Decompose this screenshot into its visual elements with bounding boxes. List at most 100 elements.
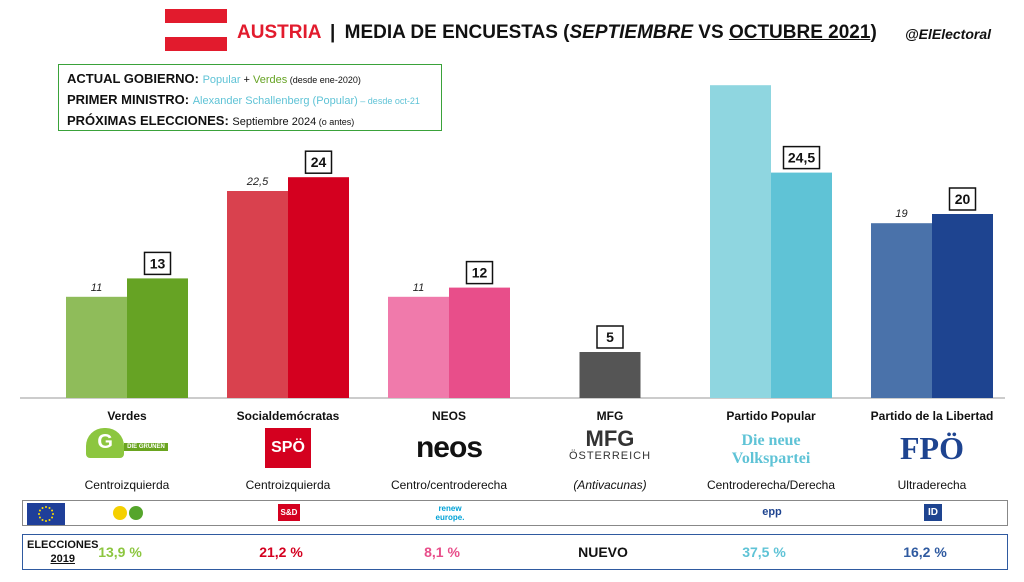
data-label-box-october-2 <box>465 260 494 285</box>
title-month-2: OCTUBRE 2021 <box>728 22 871 43</box>
gov-plus: + <box>240 74 254 86</box>
page-title: AUSTRIA | MEDIA DE ENCUESTAS (SEPTIEMBRE… <box>237 22 877 44</box>
party-name-2: NEOS <box>431 409 466 423</box>
flag-stripe-bottom <box>165 37 227 51</box>
title-vs: VS <box>693 22 729 43</box>
eu-group-5: ID <box>911 503 955 523</box>
flag-stripe-top <box>165 9 227 23</box>
data-label-october-2: 12 <box>472 265 488 281</box>
bar-october-5 <box>932 214 993 398</box>
eu-star-0 <box>52 513 54 515</box>
eu-star-6 <box>38 513 40 515</box>
election-result-5: 16,2 % <box>903 544 947 560</box>
data-label-october-0: 13 <box>150 255 166 271</box>
eu-star-7 <box>38 509 41 512</box>
election-result-3: NUEVO <box>578 544 628 560</box>
party-ideology-3: (Antivacunas) <box>573 478 647 492</box>
eu-group-0 <box>106 503 150 523</box>
bar-october-3 <box>579 352 641 398</box>
party-logo-0: G DIE GRÜNEN <box>47 428 207 458</box>
elec-value: Septiembre 2024 <box>232 116 317 128</box>
elections-label: ELECCIONES 2019 <box>27 538 99 566</box>
bar-october-1 <box>288 177 349 398</box>
bar-september-5 <box>871 223 932 398</box>
gov-since: (desde ene-2020) <box>287 75 361 85</box>
data-label-september-5: 19 <box>895 208 907 220</box>
data-label-september-4: 34 <box>734 80 746 82</box>
bar-september-4 <box>710 85 771 398</box>
bar-october-0 <box>127 278 188 398</box>
title-month-1: SEPTIEMBRE <box>569 22 694 43</box>
party-ideology-4: Centroderecha/Derecha <box>706 478 836 492</box>
pm-name: Alexander Schallenberg (Popular) <box>192 95 358 107</box>
party-name-3: MFG <box>596 409 624 423</box>
election-result-1: 21,2 % <box>259 544 303 560</box>
info-next-elections: PRÓXIMAS ELECCIONES: Septiembre 2024 (o … <box>67 111 433 132</box>
flag-stripe-middle <box>165 23 227 37</box>
elections-label-line2: 2019 <box>50 553 75 565</box>
title-pre: MEDIA DE ENCUESTAS ( <box>344 22 570 43</box>
data-label-october-3: 5 <box>606 329 614 345</box>
gov-party-1: Popular <box>202 74 241 86</box>
title-post: ) <box>870 22 877 43</box>
gov-party-2: Verdes <box>253 74 288 86</box>
pm-label: PRIMER MINISTRO: <box>67 92 190 107</box>
gov-label: ACTUAL GOBIERNO: <box>67 71 199 86</box>
party-name-4: Partido Popular <box>726 409 816 423</box>
data-label-box-october-5 <box>948 187 977 211</box>
party-logo-4: Die neue Volkspartei <box>731 432 811 467</box>
party-name-1: Socialdemócratas <box>236 409 340 423</box>
title-country: AUSTRIA <box>237 22 321 43</box>
info-prime-minister: PRIMER MINISTRO: Alexander Schallenberg … <box>67 90 433 111</box>
bar-september-2 <box>388 296 449 398</box>
austria-flag <box>165 9 227 51</box>
party-ideology-0: Centroizquierda <box>84 478 170 492</box>
election-result-4: 37,5 % <box>742 544 786 560</box>
eu-star-4 <box>41 519 44 522</box>
data-label-box-october-0 <box>143 251 172 276</box>
eu-star-2 <box>48 519 51 522</box>
election-result-2: 8,1 % <box>424 544 460 560</box>
bar-chart: 11 13 22,5 24 11 12 5 34 24,5 19 20 <box>20 80 1005 399</box>
data-label-october-5: 20 <box>955 191 971 207</box>
bar-september-0 <box>66 296 127 398</box>
eu-flag-icon <box>27 503 65 525</box>
bar-october-4 <box>771 172 832 398</box>
eu-group-4: epp <box>762 506 782 518</box>
eu-star-8 <box>41 506 44 509</box>
eu-groups-row: S&D renew europe. epp ID <box>22 500 1008 526</box>
elections-2019-row: ELECCIONES 2019 13,9 % 21,2 % 8,1 % NUEVO 37… <box>22 534 1008 570</box>
party-ideology-2: Centro/centroderecha <box>390 478 508 492</box>
eu-group-1: S&D <box>267 503 311 523</box>
eu-group-2: renew europe. <box>435 504 465 522</box>
party-name-5: Partido de la Libertad <box>870 409 994 423</box>
elections-label-line1: ELECCIONES <box>27 539 99 551</box>
data-label-box-october-3 <box>596 325 624 349</box>
election-result-0: 13,9 % <box>98 544 142 560</box>
data-label-box-october-4 <box>782 145 821 170</box>
data-label-september-1: 22,5 <box>246 176 269 188</box>
data-label-box-october-1 <box>304 150 333 174</box>
bar-september-1 <box>227 191 288 398</box>
eu-group-3 <box>589 503 633 523</box>
eu-star-9 <box>45 506 47 508</box>
party-ideology-5: Ultraderecha <box>897 478 967 492</box>
party-name-0: Verdes <box>107 409 147 423</box>
party-logo-5: FPÖ <box>900 430 964 466</box>
info-box: ACTUAL GOBIERNO: Popular + Verdes (desde… <box>58 64 442 131</box>
eu-star-10 <box>48 506 51 509</box>
eu-star-5 <box>38 516 41 519</box>
bar-october-2 <box>449 287 510 398</box>
party-ideology-1: Centroizquierda <box>245 478 331 492</box>
party-logo-3: MFG ÖSTERREICH <box>568 426 652 463</box>
data-label-october-1: 24 <box>311 154 327 170</box>
pm-since: – desde oct-21 <box>357 96 420 106</box>
info-government: ACTUAL GOBIERNO: Popular + Verdes (desde… <box>67 69 433 90</box>
elec-note: (o antes) <box>316 117 355 127</box>
eu-star-1 <box>51 516 54 519</box>
data-label-october-4: 24,5 <box>788 150 815 166</box>
party-logo-1: SPÖ <box>208 428 368 468</box>
data-label-september-2: 11 <box>413 282 424 294</box>
title-separator: | <box>330 22 336 43</box>
elec-label: PRÓXIMAS ELECCIONES: <box>67 113 229 128</box>
